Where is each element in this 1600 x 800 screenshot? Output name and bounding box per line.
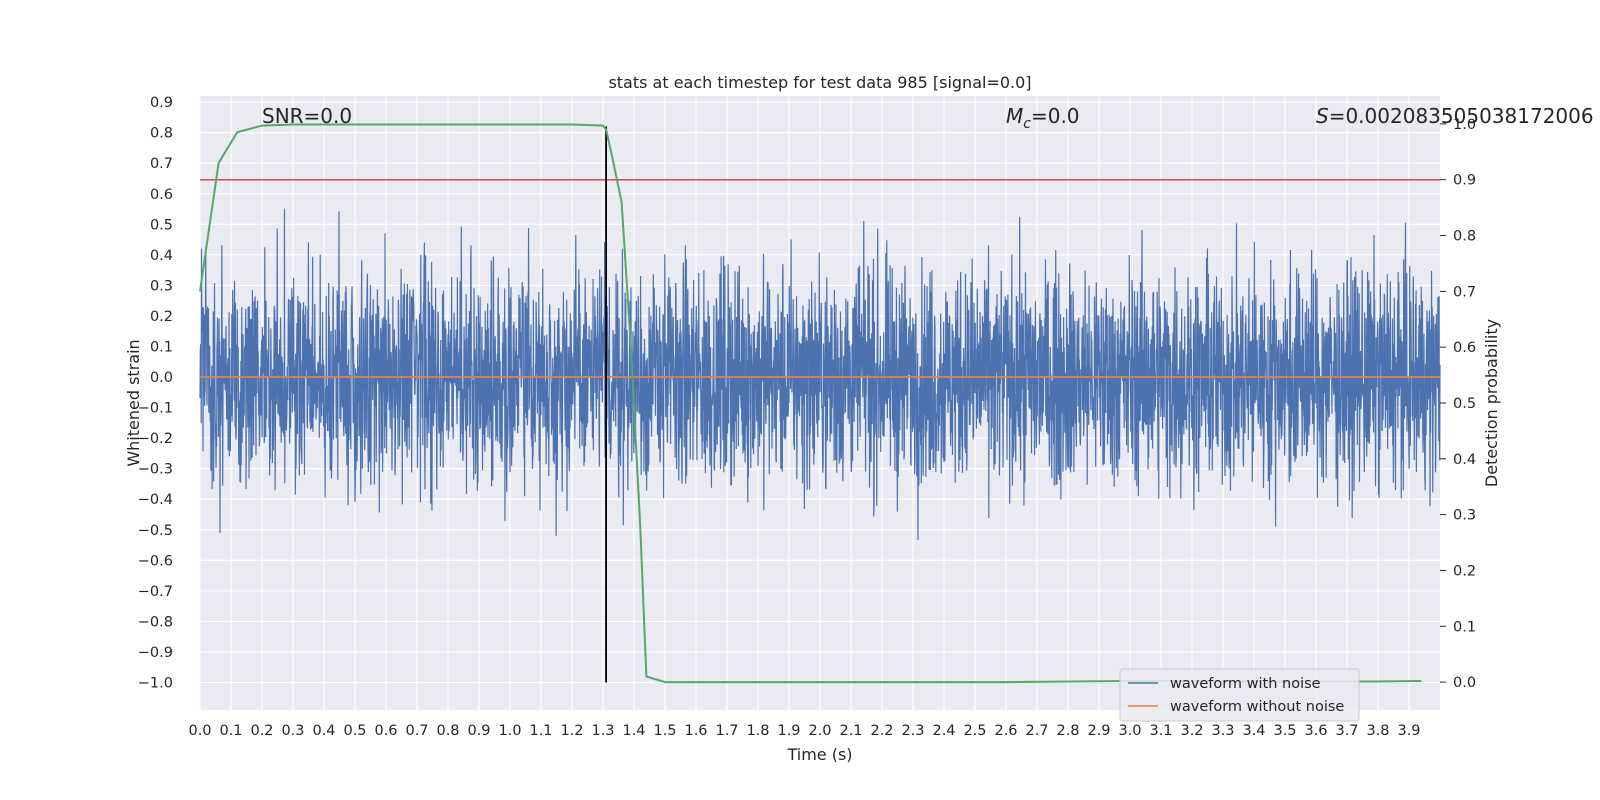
x-tick-label: 1.7: [715, 723, 738, 739]
x-tick-label: 2.6: [994, 723, 1017, 739]
series-line-waveform-with-noise: [199, 208, 1441, 540]
x-tick-label: 1.1: [529, 723, 552, 739]
y2-tick-label: 0.6: [1453, 340, 1476, 356]
x-tick-label: 3.2: [1180, 723, 1203, 739]
x-tick-label: 1.2: [560, 723, 583, 739]
x-tick-label: 3.6: [1304, 723, 1327, 739]
legend: waveform with noise waveform without noi…: [1119, 668, 1360, 722]
x-tick-label: 2.2: [870, 723, 893, 739]
x-tick-label: 2.9: [1087, 723, 1110, 739]
s-symbol: S: [1316, 104, 1329, 128]
x-tick-label: 0.7: [405, 723, 428, 739]
x-tick-label: 1.4: [622, 723, 645, 739]
x-tick-label: 0.5: [343, 723, 366, 739]
y-tick-label: −0.6: [138, 553, 173, 569]
x-tick-label: 2.3: [901, 723, 924, 739]
series-line-detection-probability: [199, 123, 1422, 684]
y-tick-label: 0.5: [150, 217, 173, 233]
x-tick-label: 1.9: [777, 723, 800, 739]
x-tick-label: 1.0: [498, 723, 521, 739]
y-tick-label: 0.4: [150, 248, 173, 264]
x-tick-label: 0.8: [436, 723, 459, 739]
noise-waveform: [199, 208, 1441, 540]
x-tick-label: 0.0: [188, 723, 211, 739]
x-tick-label: 3.9: [1397, 723, 1420, 739]
y2-tick-label: 1.0: [1453, 117, 1476, 133]
x-tick-label: 0.6: [374, 723, 397, 739]
y-tick-label: 0.2: [150, 309, 173, 325]
y-tick-label: −0.9: [138, 645, 173, 661]
y-axis-label: Whitened strain: [124, 339, 143, 466]
y-tick-label: 0.8: [150, 126, 173, 142]
y2-tick-label: 0.8: [1453, 229, 1476, 245]
y-tick-label: −0.8: [138, 614, 173, 630]
y-tick-label: −0.1: [138, 401, 173, 417]
y-tick-label: 0.0: [150, 370, 173, 386]
y2-tick-label: 0.7: [1453, 284, 1476, 300]
x-tick-label: 0.3: [281, 723, 304, 739]
y2-tick-label: 0.0: [1453, 675, 1476, 691]
legend-label-noise: waveform with noise: [1170, 676, 1321, 692]
y2-axis-label: Detection probability: [1482, 319, 1501, 487]
y-tick-label: −0.2: [138, 431, 173, 447]
y2-tick-label: 0.1: [1453, 619, 1476, 635]
legend-box: [1119, 668, 1360, 722]
x-tick-label: 2.7: [1025, 723, 1048, 739]
x-tick-label: 0.1: [219, 723, 242, 739]
x-tick-label: 2.4: [932, 723, 955, 739]
x-tick-label: 1.3: [591, 723, 614, 739]
x-tick-label: 2.1: [839, 723, 862, 739]
tick-labels: 0.0 0.1 0.2 0.3 0.4 0.5 0.6 0.7 0.8 0.9 1.0 1.1 1.2 1…: [138, 95, 1476, 739]
x-tick-label: 2.0: [808, 723, 831, 739]
s-value: =0.002083505038172006: [1329, 104, 1594, 128]
y2-tick-label: 0.9: [1453, 173, 1476, 189]
y-tick-label: 0.9: [150, 95, 173, 111]
mc-value: =0.0: [1031, 104, 1080, 128]
x-tick-label: 3.5: [1273, 723, 1296, 739]
x-tick-label: 3.3: [1211, 723, 1234, 739]
y-tick-label: −0.3: [138, 462, 173, 478]
y2-tick-label: 0.4: [1453, 452, 1476, 468]
y-tick-label: −0.5: [138, 523, 173, 539]
x-axis-label: Time (s): [786, 745, 852, 764]
mc-symbol: M: [1006, 104, 1023, 128]
y-tick-label: −0.4: [138, 492, 173, 508]
legend-label-clean: waveform without noise: [1170, 699, 1344, 715]
y-tick-label: 0.1: [150, 339, 173, 355]
x-tick-label: 3.1: [1149, 723, 1172, 739]
x-tick-label: 3.7: [1335, 723, 1358, 739]
s-annotation: S=0.002083505038172006: [1316, 104, 1594, 128]
x-tick-label: 2.8: [1056, 723, 1079, 739]
mc-subscript: c: [1023, 116, 1031, 132]
x-tick-label: 1.5: [653, 723, 676, 739]
x-tick-label: 0.9: [467, 723, 490, 739]
x-tick-label: 1.6: [684, 723, 707, 739]
x-tick-label: 1.8: [746, 723, 769, 739]
mc-annotation: Mc=0.0: [1006, 104, 1080, 132]
x-tick-label: 0.4: [312, 723, 335, 739]
chart-title: stats at each timestep for test data 985…: [608, 73, 1031, 92]
x-tick-label: 2.5: [963, 723, 986, 739]
y-tick-label: 0.7: [150, 156, 173, 172]
y-tick-label: −1.0: [138, 676, 173, 692]
y2-tick-label: 0.5: [1453, 396, 1476, 412]
x-tick-label: 3.0: [1118, 723, 1141, 739]
y2-tick-label: 0.3: [1453, 508, 1476, 524]
y-tick-label: 0.3: [150, 278, 173, 294]
x-tick-label: 3.8: [1366, 723, 1389, 739]
y-tick-label: −0.7: [138, 584, 173, 600]
x-tick-label: 0.2: [250, 723, 273, 739]
y2-tick-label: 0.2: [1453, 563, 1476, 579]
series-lines: [199, 123, 1440, 684]
y-tick-label: 0.6: [150, 187, 173, 203]
snr-annotation: SNR=0.0: [262, 104, 352, 128]
x-tick-label: 3.4: [1242, 723, 1265, 739]
